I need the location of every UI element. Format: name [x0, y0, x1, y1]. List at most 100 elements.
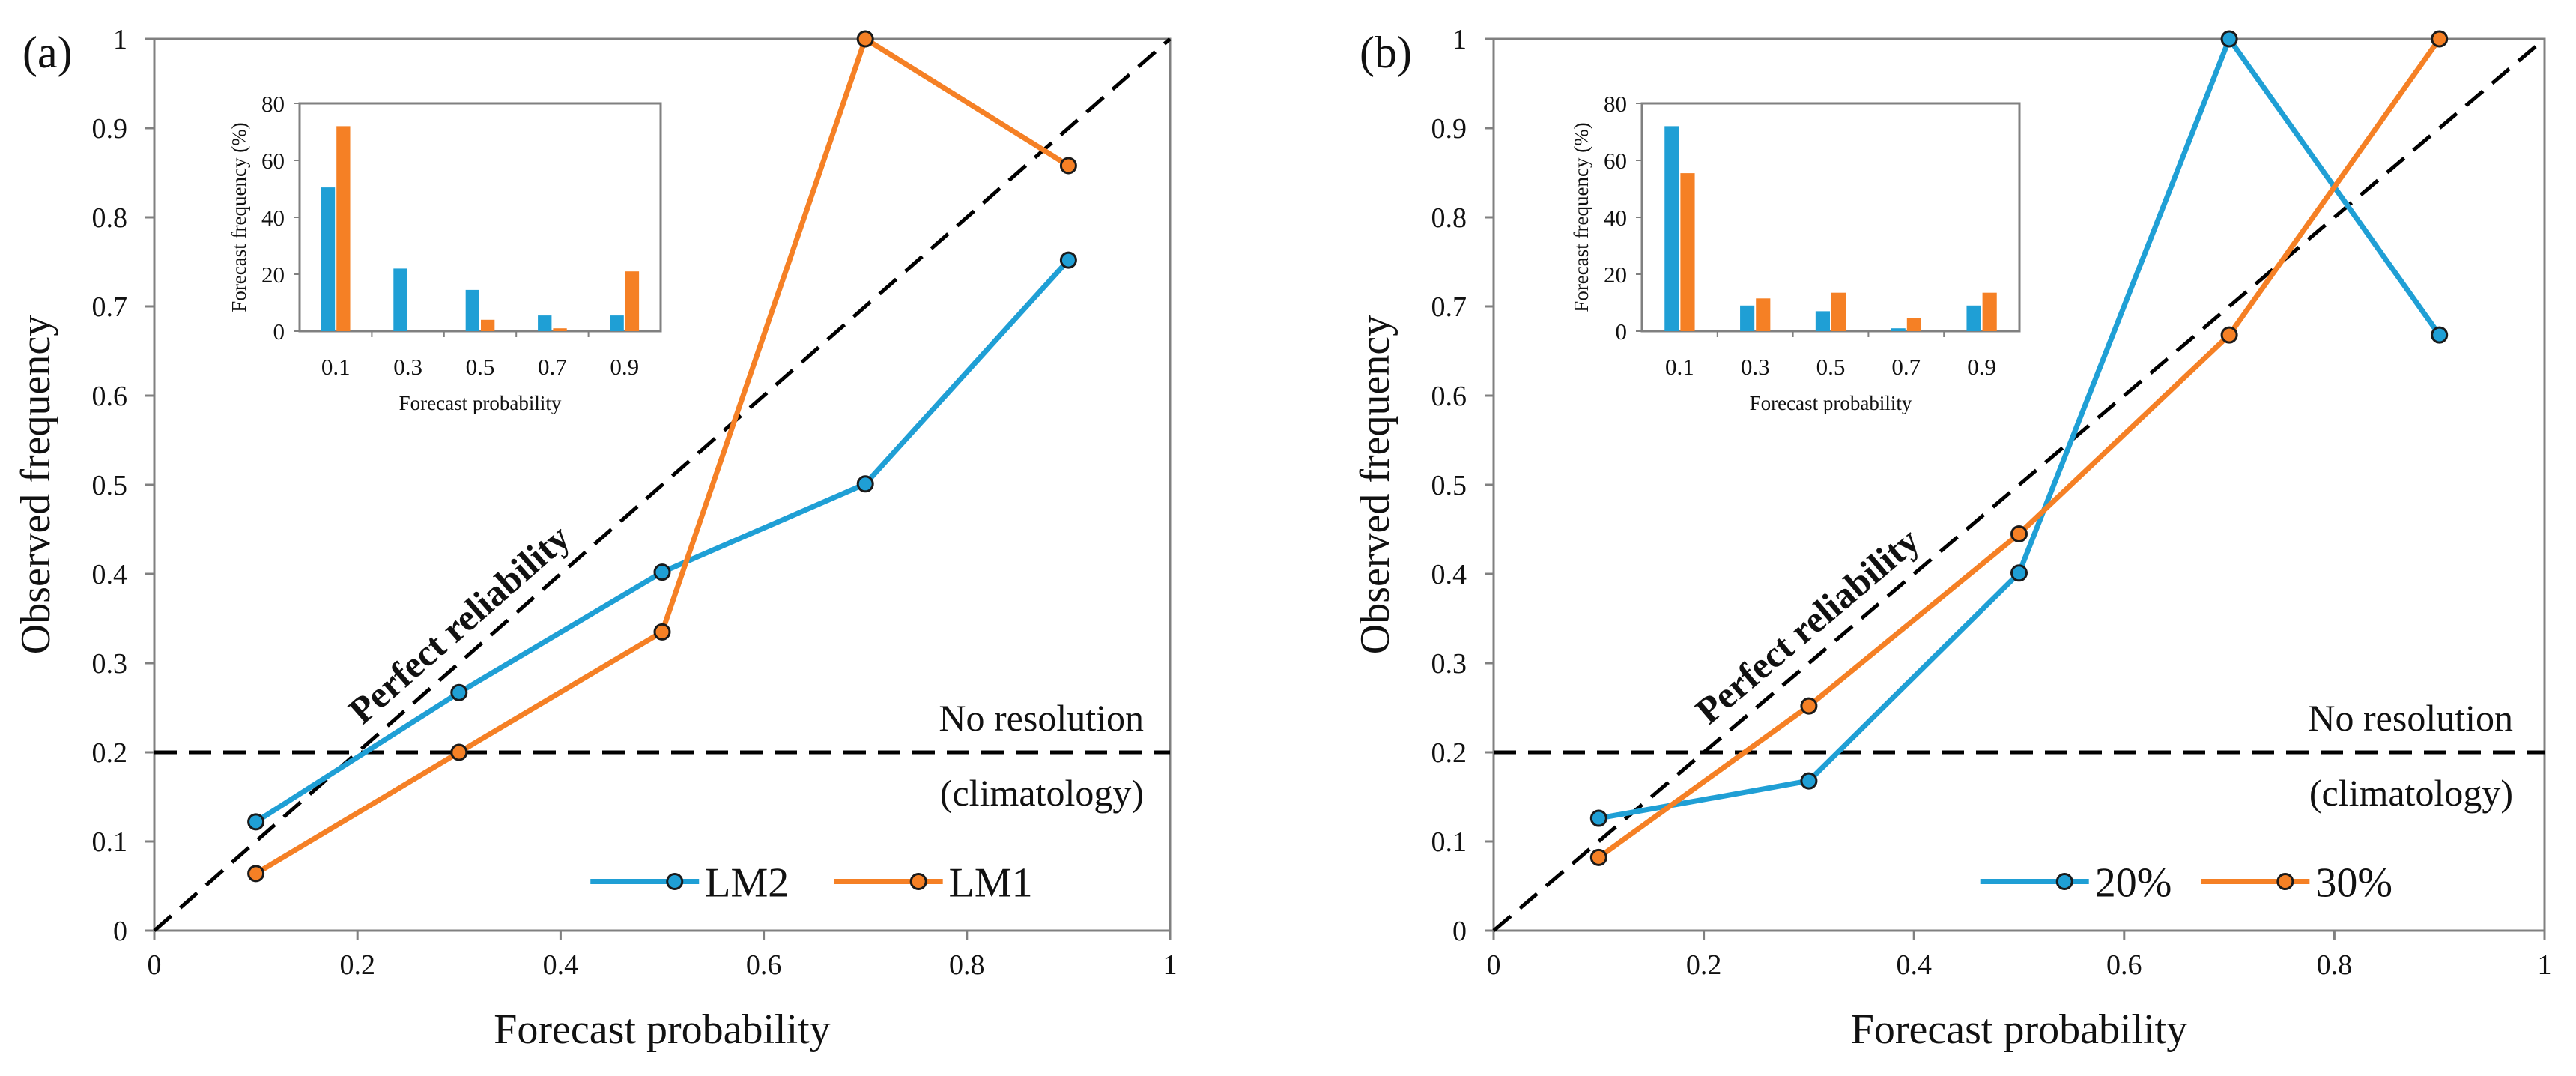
climatology-label: (climatology): [2309, 772, 2513, 814]
inset-bar: [1740, 305, 1755, 331]
inset-bar: [481, 319, 495, 331]
y-tick-label: 0.5: [92, 470, 128, 501]
inset-bar: [538, 315, 552, 331]
inset-bar: [1966, 305, 1981, 331]
x-tick-label: 0: [1487, 949, 1501, 981]
data-point: [450, 743, 468, 761]
y-tick-label: 1: [1452, 24, 1467, 55]
inset-bar: [1664, 126, 1679, 331]
data-point: [1589, 848, 1607, 866]
data-point: [247, 813, 265, 831]
data-point: [2220, 326, 2238, 344]
data-point: [2220, 30, 2238, 48]
data-point: [2010, 564, 2028, 582]
y-tick-label: 0.7: [1431, 291, 1467, 323]
y-tick-label: 0.4: [92, 559, 128, 590]
panel-label: (a): [22, 28, 73, 77]
data-point: [2010, 525, 2028, 542]
y-tick-label: 0.2: [92, 737, 128, 769]
inset-x-tick-label: 0.7: [1891, 354, 1921, 380]
x-tick-label: 1: [2538, 949, 2552, 981]
inset-x-tick-label: 0.9: [1967, 354, 1996, 380]
inset-bar: [1982, 292, 1997, 331]
y-tick-label: 0.9: [1431, 113, 1467, 145]
inset-bar: [321, 187, 336, 331]
inset-x-tick-label: 0.5: [466, 354, 495, 380]
y-tick-label: 0.9: [92, 113, 128, 145]
inset-bar-chart: 0 20 40 60 80 0.1 0.3 0.5 0.7 0.9 Forecast probabi…: [228, 91, 662, 414]
legend-swatch-marker: [666, 873, 684, 891]
data-point: [1589, 809, 1607, 827]
legend-swatch-marker: [909, 873, 927, 891]
inset-y-tick-label: 0: [273, 318, 285, 345]
inset-bar: [610, 315, 624, 331]
inset-bar: [393, 268, 407, 331]
data-point: [2431, 30, 2449, 48]
inset-y-tick-label: 40: [1604, 205, 1627, 231]
y-tick-label: 0.4: [1431, 559, 1467, 590]
inset-y-tick-label: 60: [261, 148, 285, 174]
inset-y-tick-label: 0: [1616, 318, 1628, 345]
inset-x-tick-label: 0.7: [538, 354, 567, 380]
data-point: [1800, 772, 1818, 790]
y-tick-label: 0: [1452, 916, 1467, 947]
data-point: [653, 623, 671, 641]
inset-x-tick-label: 0.1: [1665, 354, 1694, 380]
data-point: [450, 683, 468, 701]
y-tick-label: 1: [113, 24, 127, 55]
x-tick-label: 0.4: [1896, 949, 1932, 981]
y-axis-label: Observed frequency: [13, 315, 59, 654]
inset-bar: [1815, 311, 1830, 331]
inset-bar: [1906, 318, 1921, 331]
panel-label: (b): [1360, 28, 1412, 77]
y-tick-label: 0.7: [92, 291, 128, 323]
legend-label: LM1: [949, 860, 1033, 907]
y-tick-label: 0.6: [92, 381, 128, 412]
inset-bar: [1680, 173, 1695, 331]
legend-label: 20%: [2095, 860, 2172, 907]
inset-bar: [336, 126, 351, 331]
inset-x-tick-label: 0.3: [1741, 354, 1770, 380]
x-tick-label: 1: [1163, 949, 1178, 981]
inset-y-axis-label: Forecast frequency (%): [228, 122, 250, 312]
legend-swatch-marker: [2276, 873, 2294, 891]
x-axis-label: Forecast probability: [1851, 1006, 2187, 1053]
inset-y-tick-label: 80: [261, 91, 285, 117]
data-point: [1059, 157, 1077, 175]
inset-y-tick-label: 40: [261, 205, 285, 231]
perfect-reliability-line: [1492, 37, 2546, 932]
inset-x-tick-label: 0.1: [321, 354, 351, 380]
inset-y-axis-label: Forecast frequency (%): [1570, 122, 1592, 312]
inset-bar: [1756, 298, 1771, 331]
y-tick-label: 0.3: [1431, 648, 1467, 680]
data-point: [653, 563, 671, 581]
y-tick-label: 0.5: [1431, 470, 1467, 501]
x-tick-label: 0: [148, 949, 162, 981]
no-resolution-label: No resolution: [2308, 697, 2513, 739]
inset-y-tick-label: 20: [1604, 262, 1627, 288]
x-tick-label: 0.6: [746, 949, 782, 981]
climatology-label: (climatology): [940, 772, 1144, 814]
y-tick-label: 0.6: [1431, 381, 1467, 412]
x-tick-label: 0.6: [2106, 949, 2142, 981]
y-tick-label: 0.1: [1431, 826, 1467, 858]
inset-y-tick-label: 20: [261, 262, 285, 288]
inset-bar: [1891, 328, 1906, 331]
x-axis-label: Forecast probability: [494, 1006, 830, 1053]
data-point: [247, 865, 265, 883]
inset-x-tick-label: 0.5: [1816, 354, 1846, 380]
legend-label: LM2: [705, 860, 789, 907]
inset-bar: [1831, 292, 1846, 331]
inset-y-tick-label: 60: [1604, 148, 1627, 174]
y-tick-label: 0.2: [1431, 737, 1467, 769]
inset-x-axis-label: Forecast probability: [1750, 392, 1912, 414]
y-axis-label: Observed frequency: [1352, 315, 1398, 654]
data-point: [856, 475, 874, 493]
inset-bar: [465, 289, 479, 331]
y-tick-label: 0.3: [92, 648, 128, 680]
inset-x-tick-label: 0.9: [610, 354, 639, 380]
x-tick-label: 0.2: [1686, 949, 1722, 981]
panel-a: (a)0 0.2 0.4 0.6 0.8 100.10.20.30.40.50.60.70…: [13, 24, 1178, 1053]
x-tick-label: 0.4: [543, 949, 579, 981]
